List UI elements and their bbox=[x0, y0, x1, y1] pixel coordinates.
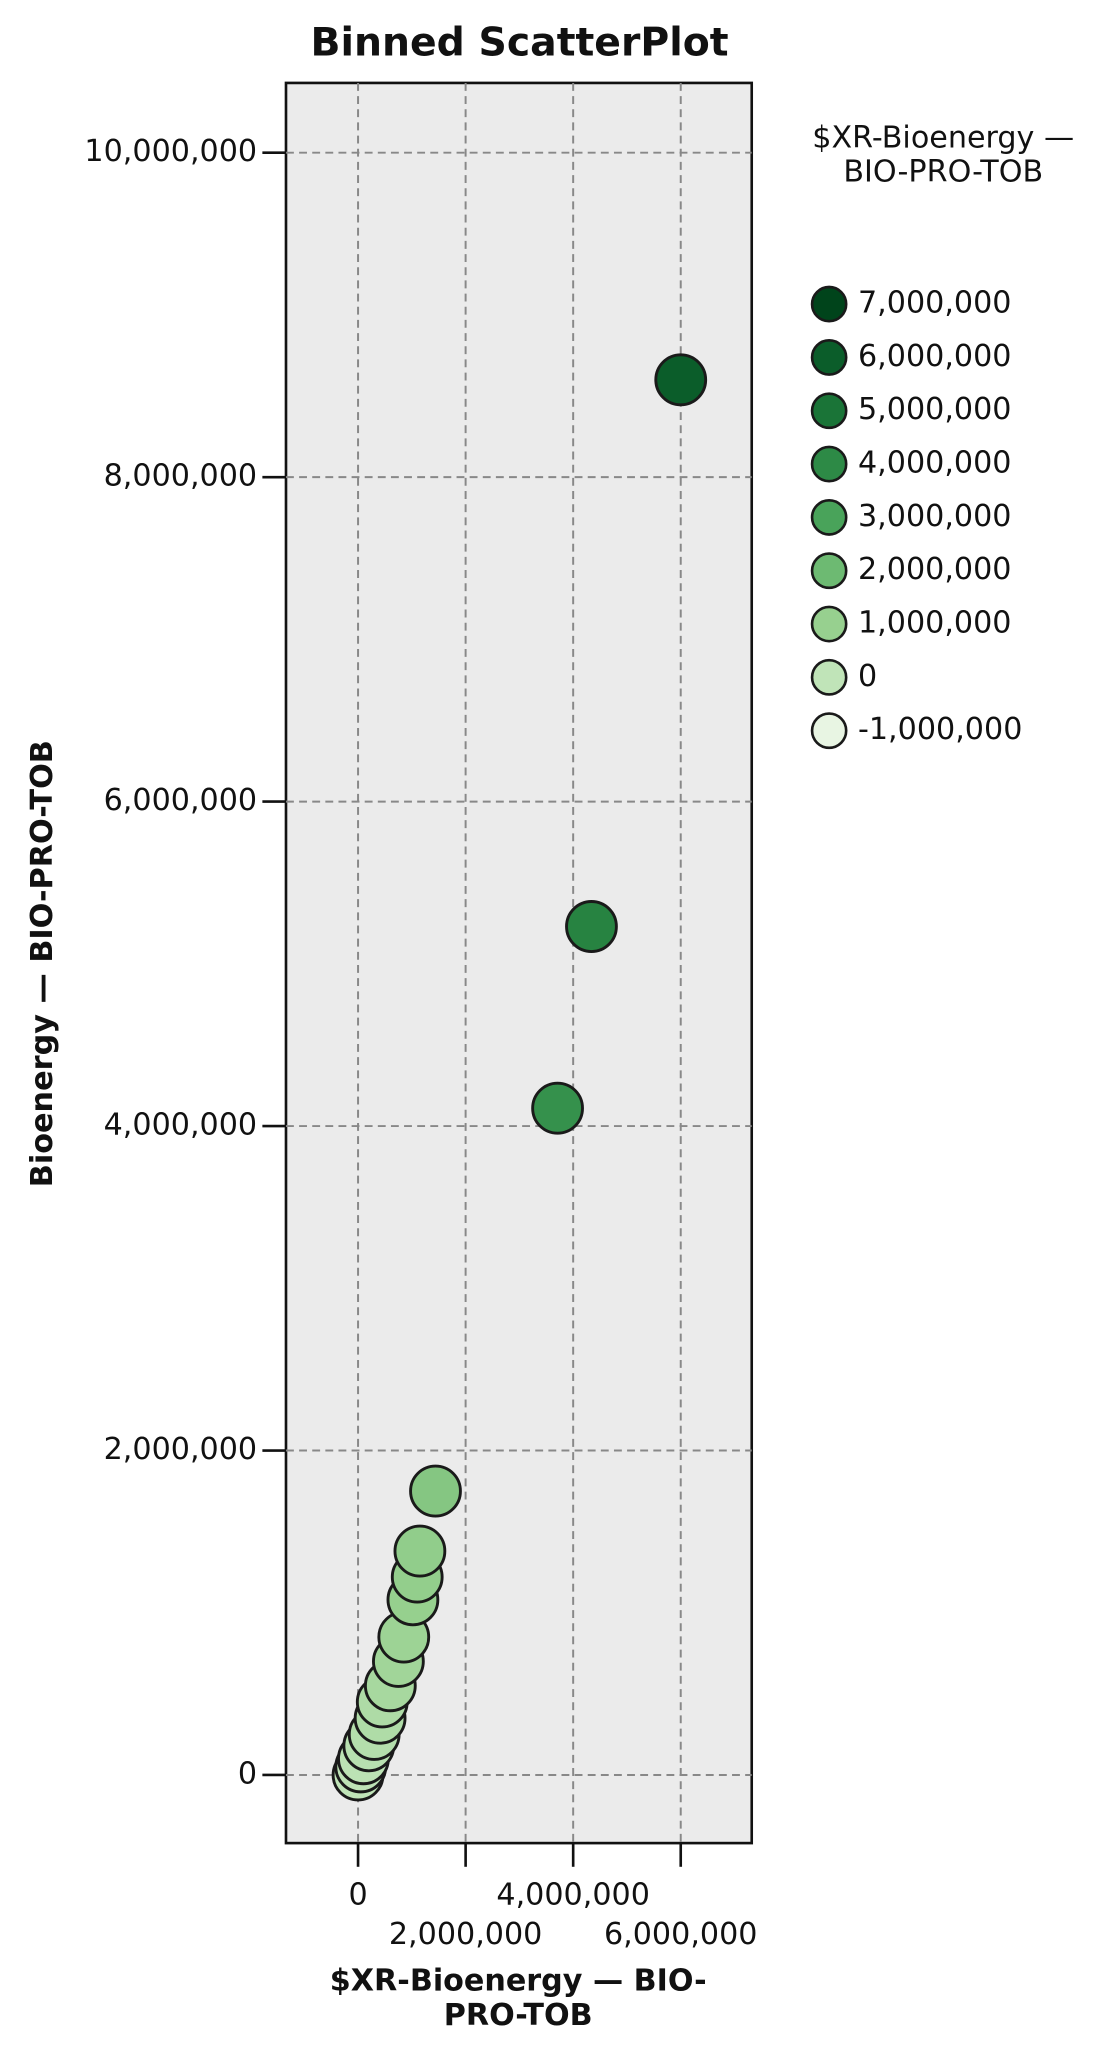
x-tick-label: 2,000,000 bbox=[389, 1917, 543, 1952]
legend-label: 5,000,000 bbox=[858, 392, 1012, 427]
y-tick-label: 4,000,000 bbox=[104, 1108, 258, 1143]
legend-swatch bbox=[810, 552, 848, 590]
plot-area bbox=[284, 81, 754, 1845]
legend-swatch bbox=[810, 445, 848, 483]
scatter-point bbox=[565, 900, 618, 953]
y-tick-label: 6,000,000 bbox=[104, 783, 258, 818]
y-axis-title: Bioenergy — BIO-PRO-TOB bbox=[25, 740, 60, 1187]
legend-swatch bbox=[810, 285, 848, 323]
legend-label: 1,000,000 bbox=[858, 605, 1012, 640]
y-tick-label: 2,000,000 bbox=[104, 1432, 258, 1467]
scatter-point bbox=[393, 1524, 447, 1578]
legend-swatch bbox=[810, 498, 848, 536]
legend-label: 0 bbox=[858, 659, 877, 694]
legend-title: $XR-Bioenergy — BIO-PRO-TOB bbox=[812, 121, 1075, 191]
scatter-point bbox=[409, 1464, 462, 1518]
x-tick-label: 4,000,000 bbox=[496, 1877, 650, 1912]
chart-title: Binned ScatterPlot bbox=[310, 19, 728, 65]
legend-label: 6,000,000 bbox=[858, 339, 1012, 374]
legend-swatch bbox=[810, 338, 848, 376]
legend-label: 4,000,000 bbox=[858, 446, 1012, 481]
legend-swatch bbox=[810, 712, 848, 750]
x-axis-title: $XR-Bioenergy — BIO-PRO-TOB bbox=[329, 1964, 707, 2034]
scatter-point bbox=[654, 353, 708, 407]
legend-label: -1,000,000 bbox=[858, 712, 1022, 747]
legend-swatch bbox=[810, 605, 848, 643]
y-tick-label: 0 bbox=[238, 1756, 257, 1791]
scatter-point bbox=[531, 1081, 584, 1135]
x-tick-label: 6,000,000 bbox=[604, 1917, 758, 1952]
y-tick-label: 10,000,000 bbox=[84, 134, 257, 169]
legend-label: 3,000,000 bbox=[858, 499, 1012, 534]
legend-label: 2,000,000 bbox=[858, 552, 1012, 587]
legend-swatch bbox=[810, 658, 848, 696]
legend-title-box: $XR-Bioenergy — BIO-PRO-TOB bbox=[812, 121, 1075, 191]
legend-label: 7,000,000 bbox=[858, 286, 1012, 321]
chart-body: Binned ScatterPlot Bioenergy — BIO-PRO-T… bbox=[25, 19, 1075, 2034]
legend-swatch bbox=[810, 392, 848, 430]
y-tick-label: 8,000,000 bbox=[104, 459, 258, 494]
x-axis-title-box: $XR-Bioenergy — BIO-PRO-TOB bbox=[329, 1964, 707, 2034]
x-tick-label: 0 bbox=[348, 1877, 367, 1912]
